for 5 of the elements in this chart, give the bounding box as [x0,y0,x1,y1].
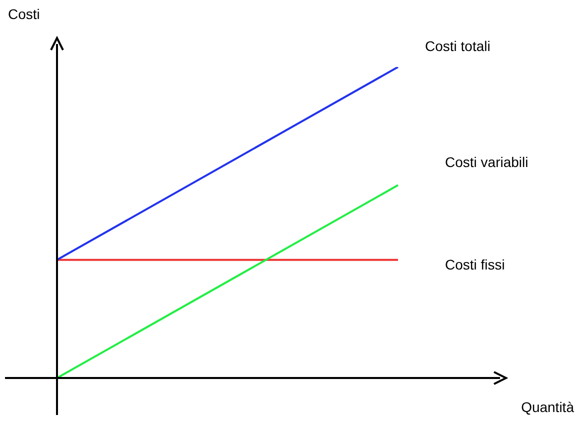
text: Costi totali [425,38,490,54]
x-axis-title: Quantità [521,398,574,415]
y-axis-title: Costi [8,6,40,22]
text: Costi fissi [445,256,505,273]
text: Costi variabili [445,154,528,170]
